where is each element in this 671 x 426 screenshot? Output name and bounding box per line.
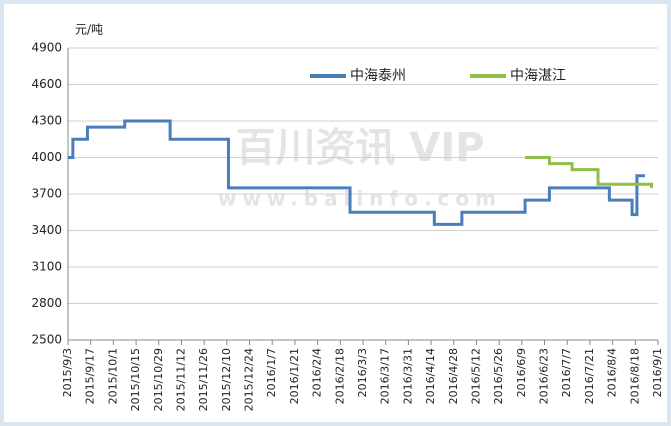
x-tick-label: 2015/10/1 [106,348,119,404]
x-tick-label: 2016/5/12 [469,348,482,404]
x-tick-label: 2015/10/29 [152,348,165,411]
x-tick-label: 2016/7/7 [560,348,573,397]
y-tick-label: 3400 [31,223,62,237]
y-tick-label: 2500 [31,333,62,347]
x-tick-label: 2016/2/4 [311,348,324,397]
x-tick-label: 2016/1/21 [288,348,301,404]
x-tick-label: 2016/9/1 [651,348,664,397]
x-tick-label: 2015/12/24 [243,348,256,411]
x-tick-label: 2015/12/10 [220,348,233,411]
watermark-url: www.baiinfo.com [218,187,502,211]
y-tick-label: 4900 [31,41,62,55]
x-tick-label: 2016/8/4 [606,348,619,397]
x-tick-label: 2016/6/9 [515,348,528,397]
y-axis-label: 元/吨 [75,23,103,37]
legend-label: 中海湛江 [510,68,566,84]
y-tick-label: 3100 [31,260,62,274]
x-tick-label: 2016/5/26 [492,348,505,404]
series-line [68,119,646,226]
x-tick-label: 2015/11/26 [197,348,210,411]
x-tick-label: 2015/9/17 [84,348,97,404]
x-tick-label: 2015/9/3 [61,348,74,397]
panel [4,4,667,422]
series-line [525,156,654,188]
x-tick-label: 2016/6/23 [538,348,551,404]
y-tick-label: 4000 [31,150,62,164]
x-tick-label: 2016/3/3 [356,348,369,397]
x-tick-label: 2015/10/15 [129,348,142,411]
watermark: 百川资讯 VIP [235,125,484,171]
x-tick-label: 2016/4/28 [447,348,460,404]
x-tick-label: 2015/11/12 [174,348,187,411]
y-tick-label: 3700 [31,187,62,201]
x-tick-label: 2016/3/31 [401,348,414,404]
y-tick-label: 2800 [31,296,62,310]
y-tick-label: 4300 [31,114,62,128]
x-tick-label: 2016/8/18 [628,348,641,404]
y-tick-label: 4600 [31,77,62,91]
x-tick-label: 2016/4/14 [424,348,437,404]
legend-label: 中海泰州 [350,68,406,84]
x-tick-label: 2016/3/17 [379,348,392,404]
x-tick-label: 2016/7/21 [583,348,596,404]
x-tick-label: 2016/2/18 [333,348,346,404]
x-tick-label: 2016/1/7 [265,348,278,397]
